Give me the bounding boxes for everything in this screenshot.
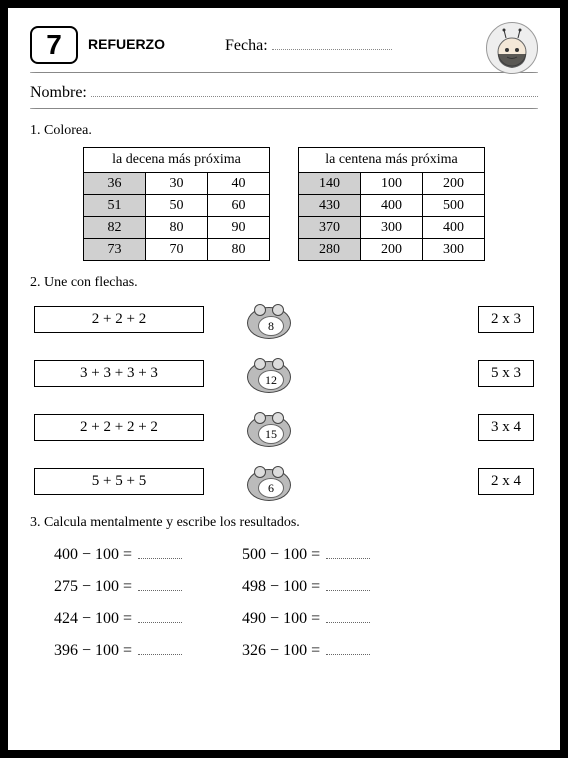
table-row: 430400500 xyxy=(299,195,485,217)
fecha-input-line[interactable] xyxy=(272,36,392,50)
mult-box[interactable]: 5 x 3 xyxy=(478,360,534,387)
answer-line[interactable] xyxy=(138,590,182,591)
mult-box[interactable]: 2 x 4 xyxy=(478,468,534,495)
table-row: 280200300 xyxy=(299,239,485,261)
table-row: 737080 xyxy=(84,239,270,261)
answer-line[interactable] xyxy=(138,622,182,623)
answer-line[interactable] xyxy=(138,654,182,655)
mult-box[interactable]: 2 x 3 xyxy=(478,306,534,333)
answer-line[interactable] xyxy=(326,622,370,623)
task1-title: 1. Colorea. xyxy=(30,123,538,139)
match-row: 2 + 2 + 2 8 2 x 3 xyxy=(34,299,534,339)
nombre-label: Nombre: xyxy=(30,84,87,102)
frog-icon[interactable]: 8 xyxy=(246,299,292,339)
calc-row: 500 − 100 = xyxy=(242,539,370,571)
rounding-tables: la decena más próxima 363040 515060 8280… xyxy=(30,147,538,261)
calc-row: 326 − 100 = xyxy=(242,635,370,667)
answer-line[interactable] xyxy=(326,590,370,591)
calc-row: 424 − 100 = xyxy=(54,603,182,635)
decena-header: la decena más próxima xyxy=(84,148,270,173)
calc-row: 275 − 100 = xyxy=(54,571,182,603)
table-row: 515060 xyxy=(84,195,270,217)
calc-row: 490 − 100 = xyxy=(242,603,370,635)
worksheet-header: 7 REFUERZO Fecha: xyxy=(30,26,538,64)
answer-line[interactable] xyxy=(326,558,370,559)
calc-left-column: 400 − 100 = 275 − 100 = 424 − 100 = 396 … xyxy=(54,539,182,667)
matching-section: 2 + 2 + 2 8 2 x 3 3 + 3 + 3 + 3 12 5 x 3… xyxy=(34,299,534,501)
task2-title: 2. Une con flechas. xyxy=(30,275,538,291)
worksheet-number: 7 xyxy=(30,26,78,64)
match-row: 3 + 3 + 3 + 3 12 5 x 3 xyxy=(34,353,534,393)
calc-right-column: 500 − 100 = 498 − 100 = 490 − 100 = 326 … xyxy=(242,539,370,667)
table-row: 363040 xyxy=(84,173,270,195)
sum-box[interactable]: 3 + 3 + 3 + 3 xyxy=(34,360,204,387)
table-row: 828090 xyxy=(84,217,270,239)
nombre-field: Nombre: xyxy=(30,83,538,102)
frog-icon[interactable]: 15 xyxy=(246,407,292,447)
table-row: 370300400 xyxy=(299,217,485,239)
match-row: 2 + 2 + 2 + 2 15 3 x 4 xyxy=(34,407,534,447)
mult-box[interactable]: 3 x 4 xyxy=(478,414,534,441)
centena-header: la centena más próxima xyxy=(299,148,485,173)
nombre-divider xyxy=(30,108,538,109)
match-row: 5 + 5 + 5 6 2 x 4 xyxy=(34,461,534,501)
fecha-field: Fecha: xyxy=(225,36,392,55)
avatar-icon xyxy=(486,22,538,74)
calc-row: 396 − 100 = xyxy=(54,635,182,667)
answer-line[interactable] xyxy=(326,654,370,655)
table-row: 140100200 xyxy=(299,173,485,195)
sum-box[interactable]: 2 + 2 + 2 + 2 xyxy=(34,414,204,441)
fecha-label: Fecha: xyxy=(225,37,268,55)
header-divider xyxy=(30,72,538,73)
frog-icon[interactable]: 6 xyxy=(246,461,292,501)
centena-table: la centena más próxima 140100200 4304005… xyxy=(298,147,485,261)
refuerzo-label: REFUERZO xyxy=(88,36,165,52)
task3-title: 3. Calcula mentalmente y escribe los res… xyxy=(30,515,538,531)
calc-section: 400 − 100 = 275 − 100 = 424 − 100 = 396 … xyxy=(30,539,538,667)
decena-table: la decena más próxima 363040 515060 8280… xyxy=(83,147,270,261)
nombre-input-line[interactable] xyxy=(91,83,538,97)
sum-box[interactable]: 2 + 2 + 2 xyxy=(34,306,204,333)
answer-line[interactable] xyxy=(138,558,182,559)
calc-row: 498 − 100 = xyxy=(242,571,370,603)
sum-box[interactable]: 5 + 5 + 5 xyxy=(34,468,204,495)
frog-icon[interactable]: 12 xyxy=(246,353,292,393)
calc-row: 400 − 100 = xyxy=(54,539,182,571)
